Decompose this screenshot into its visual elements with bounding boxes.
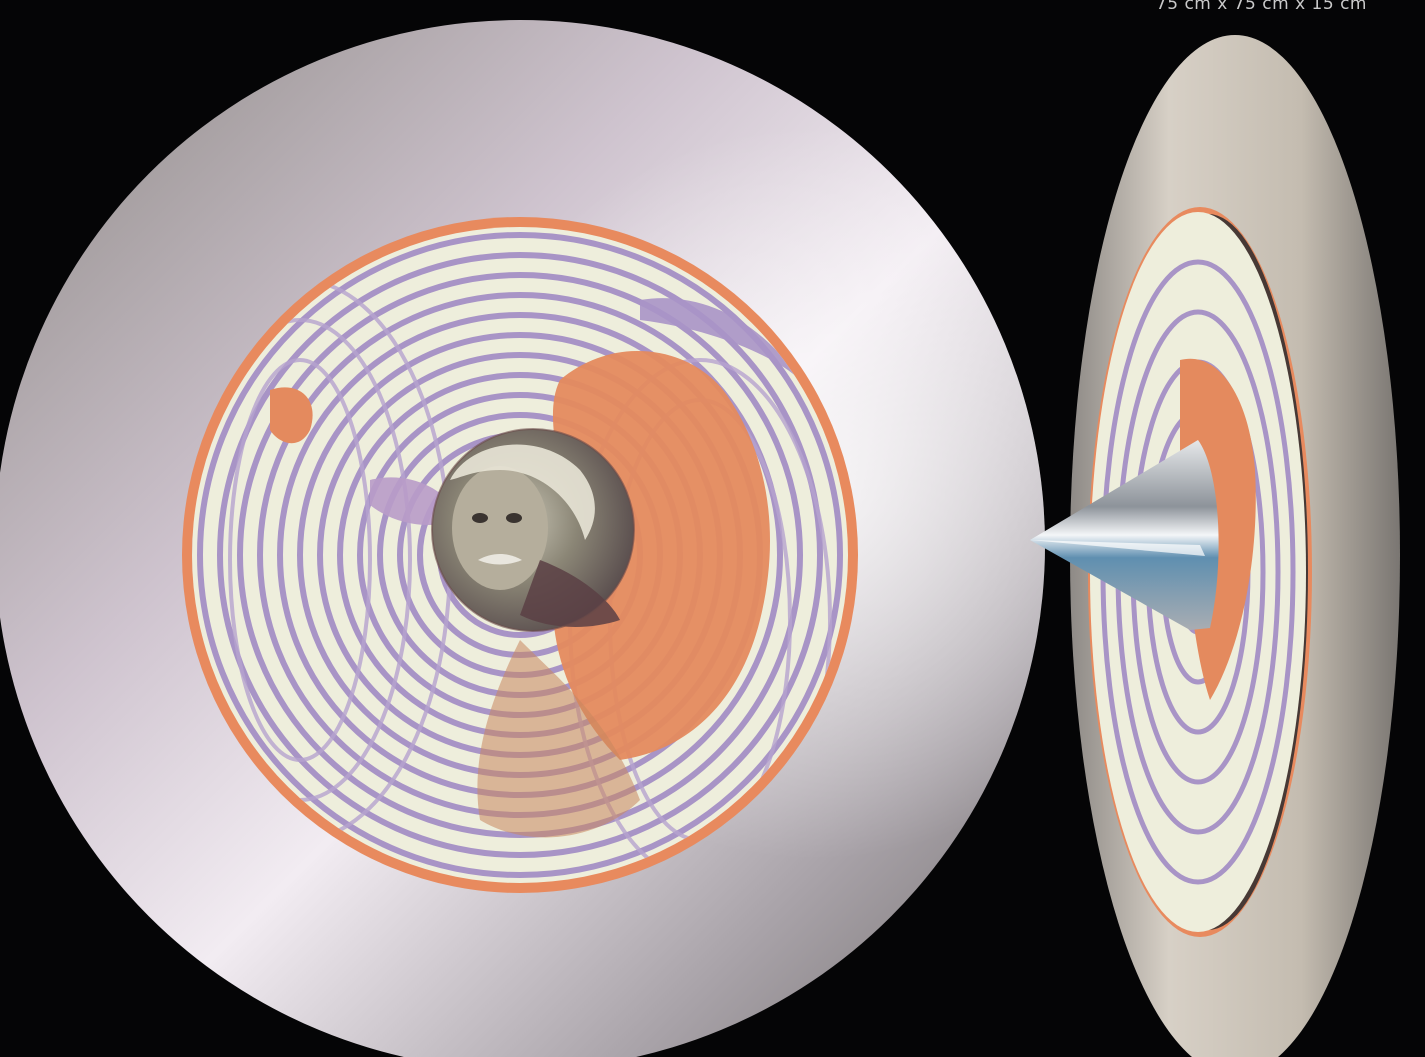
dimensions-caption: 75 cm x 75 cm x 15 cm xyxy=(1155,0,1367,14)
side-view-cone xyxy=(1030,440,1219,630)
center-portrait xyxy=(431,428,635,632)
